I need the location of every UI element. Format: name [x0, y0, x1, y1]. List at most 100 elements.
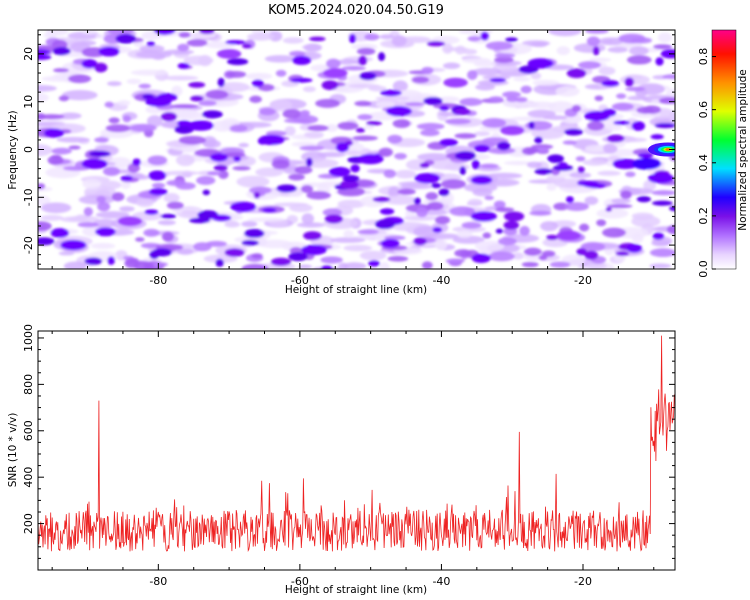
spectrogram-contour: [96, 195, 106, 204]
spectrogram-contour: [584, 196, 599, 206]
spectrogram-blob: [527, 58, 554, 69]
spectrogram-contour: [38, 84, 57, 92]
spectrogram-contour: [471, 253, 491, 263]
spectrogram-contour: [171, 85, 183, 97]
spectrogram-contour: [470, 175, 493, 185]
spectrogram-contour: [326, 58, 341, 69]
spectrogram-contour: [452, 235, 485, 244]
spectrogram-contour: [649, 263, 672, 269]
spectrogram-contour: [356, 47, 376, 56]
spectrogram-contour: [107, 30, 134, 35]
spectrogram-blob: [323, 68, 348, 78]
spectrogram-contour: [181, 210, 198, 215]
spectrogram-blob: [357, 153, 384, 165]
spectrogram-contour: [38, 195, 51, 206]
spectrogram-contour: [205, 240, 227, 247]
spectrogram-contour: [163, 193, 180, 203]
spectrogram-contour: [526, 101, 557, 109]
spectrogram-contour: [380, 89, 402, 97]
spectrogram-contour: [665, 88, 675, 97]
spectrogram-contour: [224, 248, 245, 257]
colorbar-tick-label: 0.4: [697, 154, 710, 172]
spectrogram-contour: [467, 35, 481, 42]
spectrogram-contour: [445, 258, 464, 264]
spectrogram-y-tick-label: 0: [22, 146, 35, 153]
spectrogram-contour: [421, 261, 433, 269]
spectrogram-contour: [337, 59, 357, 65]
spectrogram-contour: [505, 37, 518, 42]
spectrogram-contour: [124, 258, 140, 269]
spectrogram-contour: [108, 157, 132, 169]
spectrogram-contour: [289, 50, 306, 57]
spectrogram-contour: [343, 229, 354, 239]
spectrogram-x-tick-label: -20: [574, 274, 592, 287]
spectrogram-blob: [216, 49, 242, 59]
spectrogram-contour: [480, 31, 490, 41]
spectrogram-contour: [421, 66, 434, 75]
spectrogram-contour: [485, 178, 520, 187]
spectrogram-contour: [553, 202, 570, 211]
spectrogram-contour: [120, 175, 133, 181]
spectrogram-contour: [188, 81, 206, 88]
spectrogram-contour: [625, 86, 646, 92]
spectrogram-contour: [47, 155, 64, 165]
spectrogram-blob: [187, 120, 214, 131]
snr-y-tick-label: 600: [22, 420, 35, 441]
spectrogram-contour: [98, 46, 120, 57]
spectrogram-contour: [379, 261, 390, 269]
spectrogram-blob: [500, 125, 525, 136]
snr-y-tick-label: 200: [22, 513, 35, 534]
spectrogram-contour: [454, 108, 471, 116]
spectrogram-contour: [149, 250, 160, 260]
spectrogram-contour: [532, 79, 560, 86]
spectrogram-contour: [497, 237, 517, 246]
spectrogram-contour: [650, 134, 664, 140]
spectrogram-contour: [420, 129, 440, 137]
spectrogram-contour: [597, 170, 621, 176]
spectrogram-contour: [658, 97, 675, 105]
spectrogram-contour: [506, 96, 519, 103]
spectrogram-contour: [253, 192, 261, 199]
spectrogram-contour: [548, 30, 582, 37]
spectrogram-contour: [236, 175, 270, 188]
spectrogram-contour: [366, 120, 383, 126]
spectrogram-contour: [251, 253, 263, 259]
spectrogram-contour: [503, 220, 520, 230]
spectrogram-contour: [615, 93, 627, 99]
spectrogram-contour: [555, 86, 580, 97]
spectrogram-contour: [546, 234, 559, 241]
spectrogram-contour: [178, 31, 191, 38]
spectrogram-contour: [68, 74, 92, 84]
spectrogram-contour: [288, 173, 305, 181]
spectrogram-contour: [38, 237, 55, 246]
spectrogram-contour: [387, 255, 409, 262]
spectrogram-contour: [342, 175, 360, 182]
spectrogram-y-tick-label: -20: [22, 236, 35, 254]
spectrogram-contour: [224, 221, 241, 228]
spectrogram-contour: [292, 55, 312, 65]
spectrogram-contour: [90, 242, 116, 250]
spectrogram-contour: [496, 141, 511, 151]
spectrogram-blob: [470, 211, 497, 222]
spectrogram-contour: [503, 211, 525, 222]
spectrogram-contour: [244, 228, 265, 239]
colorbar-tick-label: 0.2: [697, 207, 710, 225]
spectrogram-contour: [620, 190, 632, 199]
spectrogram-contour: [626, 55, 652, 65]
spectrogram-contour: [549, 261, 571, 268]
spectrogram-contour: [247, 32, 275, 41]
spectrogram-contour: [255, 167, 284, 177]
spectrogram-contour: [392, 119, 411, 129]
spectrogram-contour: [241, 239, 259, 246]
spectrogram-contour: [38, 144, 53, 157]
spectrogram-contour: [481, 118, 507, 128]
spectrogram-contour: [608, 155, 620, 162]
spectrogram-contour: [120, 181, 131, 189]
spectrogram-contour: [379, 34, 395, 40]
snr-y-ticks: 200 400 600 800 1000: [22, 324, 675, 571]
snr-x-tick-label: -20: [574, 575, 592, 588]
spectrogram-contour: [603, 143, 618, 154]
spectrogram-contour: [325, 124, 338, 132]
spectrogram-contour: [211, 214, 232, 222]
spectrogram-contour: [59, 112, 82, 120]
